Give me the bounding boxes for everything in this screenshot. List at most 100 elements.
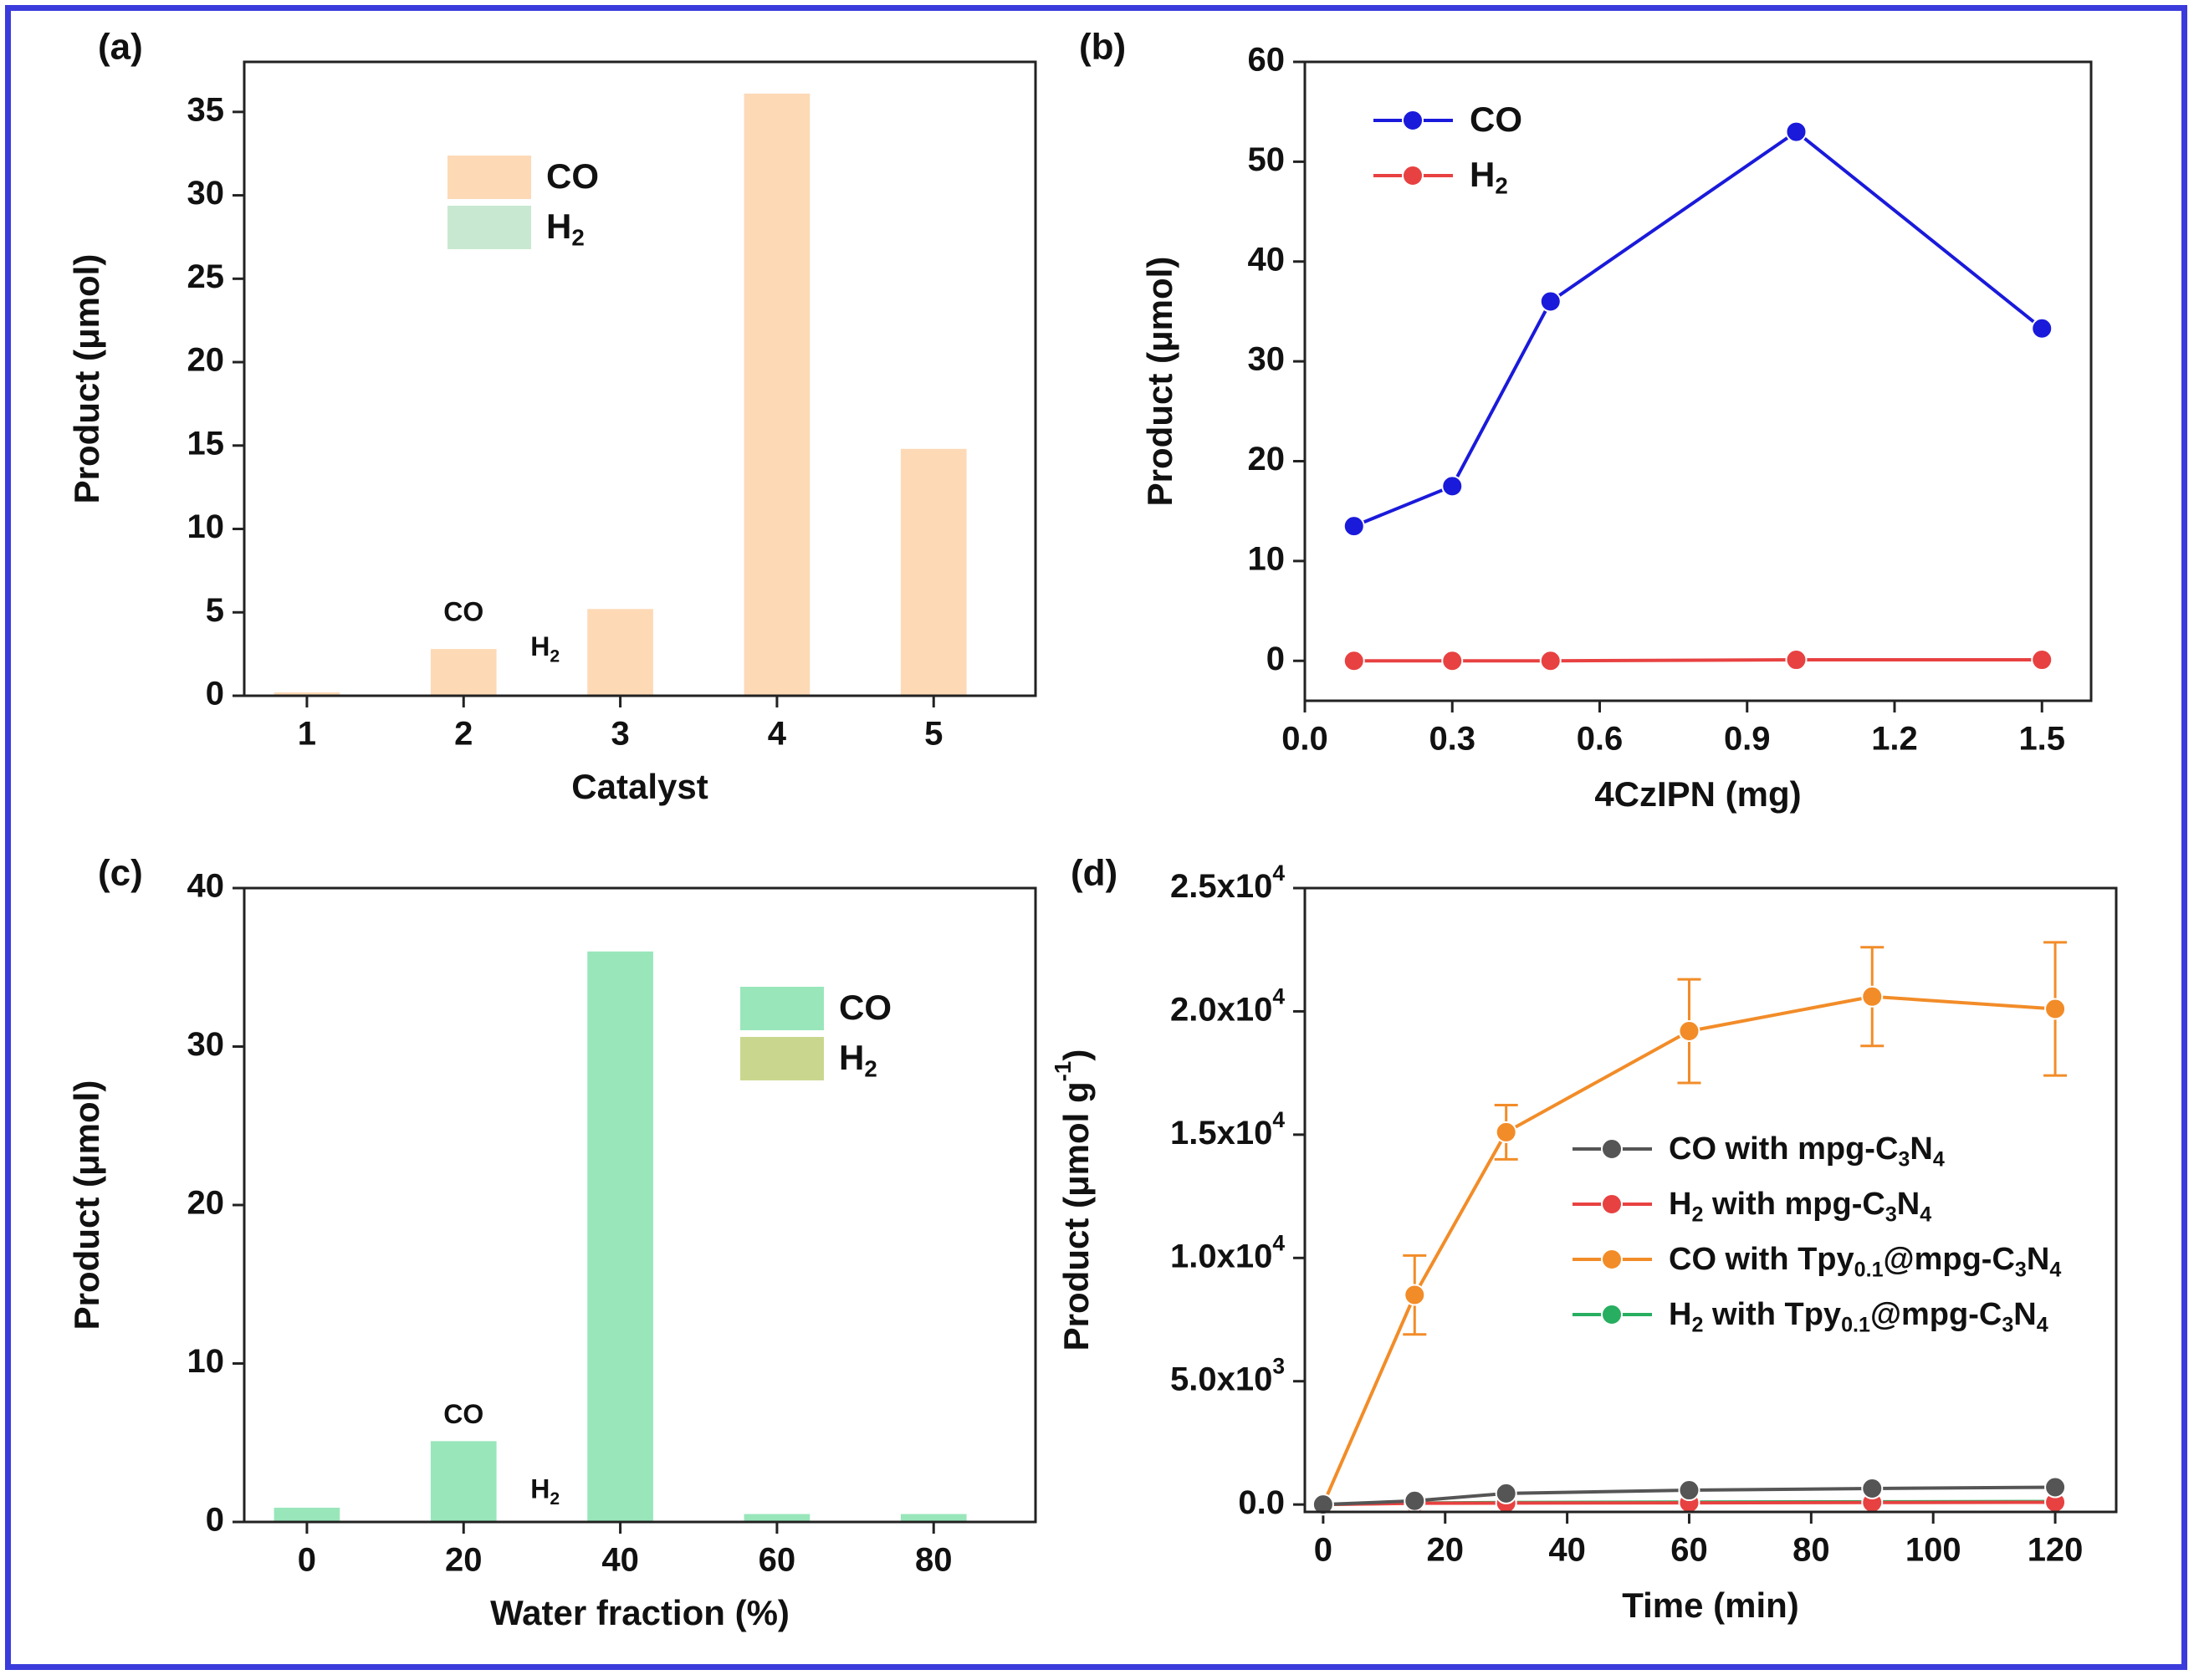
- y-tick-label: 20: [187, 1185, 225, 1222]
- y-tick-label-part: 3: [1272, 1354, 1285, 1379]
- x-tick-label: 1: [298, 716, 316, 753]
- legend-label-1-part: 2: [1495, 173, 1507, 199]
- y-tick-label: 1.5x104: [1170, 1107, 1285, 1151]
- legend-label-0: CO with mpg-C3N4: [1669, 1131, 1945, 1171]
- legend-swatch-h2: [447, 206, 531, 249]
- legend-label-3-part: with Tpy: [1703, 1297, 1841, 1332]
- legend-label-1-part: N: [1897, 1187, 1920, 1222]
- y-tick-label: 5.0x103: [1170, 1354, 1285, 1398]
- y-axis-label-part: Product (μmol g: [1056, 1081, 1096, 1351]
- data-point-0-4: [2031, 317, 2053, 340]
- legend-label-1-part: with mpg-C: [1703, 1187, 1884, 1222]
- y-tick-label: 25: [187, 258, 225, 295]
- y-tick-label: 10: [187, 508, 225, 545]
- y-axis-label-part: ): [1056, 1049, 1096, 1061]
- series-line-2: [1322, 994, 2056, 1505]
- legend-label-1-part: H: [1470, 155, 1495, 194]
- data-point-0-3: [1785, 120, 1808, 143]
- x-axis-label: 4CzIPN (mg): [1594, 774, 1801, 814]
- data-point-0-2: [1495, 1482, 1517, 1504]
- panel-label-1: (b): [1079, 27, 1126, 68]
- x-tick-label: 60: [1670, 1532, 1708, 1569]
- x-tick-label: 0.6: [1577, 721, 1624, 758]
- legend-label-1-part: 4: [1920, 1203, 1931, 1226]
- x-tick-label: 2: [454, 716, 473, 753]
- legend-label-2-part: 0.1: [1854, 1258, 1884, 1281]
- data-point-2-3: [1678, 1020, 1700, 1043]
- legend-label-1: H2 with mpg-C3N4: [1669, 1187, 1931, 1226]
- legend-label-3-part: @mpg-C: [1870, 1297, 2002, 1332]
- legend-swatch-co: [740, 987, 824, 1030]
- y-tick-label: 35: [187, 91, 225, 128]
- x-tick-label: 40: [1548, 1532, 1586, 1569]
- bar-co-2: [430, 649, 497, 696]
- x-tick-label: 3: [611, 716, 629, 753]
- y-tick-label: 30: [187, 175, 225, 212]
- legend-label-2-part: @mpg-C: [1884, 1242, 2015, 1277]
- data-point-0-1: [1404, 1489, 1426, 1512]
- y-tick-label: 40: [187, 868, 225, 905]
- y-tick-label-part: 4: [1272, 983, 1285, 1009]
- legend-label-1: H2: [1470, 155, 1508, 199]
- legend-label-1-part: 2: [1691, 1203, 1703, 1226]
- legend-label-h2: H2: [839, 1038, 877, 1082]
- y-axis-label: Product (μmol): [67, 254, 106, 504]
- x-tick-label: 4: [768, 716, 787, 753]
- y-tick-label: 30: [1248, 341, 1286, 378]
- bar-co-20: [430, 1441, 497, 1522]
- bar-co-60: [744, 1514, 811, 1522]
- y-tick-label: 60: [1248, 42, 1286, 79]
- x-tick-label: 0.0: [1281, 721, 1328, 758]
- series-line-0: [1353, 130, 2043, 528]
- legend-label-3: H2 with Tpy0.1@mpg-C3N4: [1669, 1297, 2048, 1336]
- y-tick-label: 20: [1248, 441, 1286, 477]
- data-point-0-5: [2044, 1476, 2067, 1499]
- y-tick-label: 0.0: [1238, 1484, 1285, 1521]
- annotation-h2: H2: [530, 632, 560, 666]
- data-point-0-0: [1342, 515, 1365, 538]
- panel-label-2: (c): [98, 853, 143, 894]
- legend-label-3-part: 2: [1691, 1313, 1703, 1336]
- data-point-0-0: [1312, 1494, 1334, 1516]
- data-point-0-3: [1678, 1479, 1700, 1502]
- legend-swatch-h2: [740, 1037, 824, 1080]
- bar-co-3: [587, 609, 653, 696]
- annotation-co: CO: [443, 597, 483, 627]
- x-tick-label: 40: [601, 1542, 639, 1579]
- bar-co-40: [587, 951, 653, 1522]
- figure-frame: [5, 5, 2187, 1670]
- legend-marker-2: [1601, 1249, 1623, 1270]
- x-tick-label: 5: [924, 716, 943, 753]
- legend-label-0-part: 3: [1898, 1147, 1910, 1171]
- legend-label-3-part: 3: [2002, 1313, 2013, 1336]
- legend-label-3-part: 4: [2037, 1313, 2048, 1336]
- y-tick-label-part: 0.0: [1238, 1484, 1285, 1521]
- y-axis-label: Product (μmol): [67, 1080, 106, 1330]
- legend-label-3-part: N: [2013, 1297, 2036, 1332]
- x-axis-label: Time (min): [1622, 1586, 1799, 1625]
- y-tick-label-part: 1.5x10: [1170, 1114, 1272, 1151]
- data-point-1-0: [1342, 650, 1365, 672]
- y-tick-label: 2.0x104: [1170, 983, 1285, 1028]
- legend-label-2-part: 4: [2049, 1258, 2061, 1281]
- legend-label-1-part: H: [1669, 1187, 1691, 1222]
- annotation-h2-part: H: [530, 1474, 550, 1504]
- x-tick-label: 120: [2028, 1532, 2084, 1569]
- y-axis-label-part: -1: [1051, 1061, 1076, 1082]
- legend-label-h2-part: H: [546, 207, 571, 246]
- legend-label-h2-part: 2: [864, 1056, 877, 1082]
- legend-marker-3: [1601, 1304, 1623, 1325]
- panel-label-0: (a): [98, 27, 143, 68]
- legend-marker-1: [1601, 1193, 1623, 1215]
- plot-area-2: [243, 886, 1037, 1524]
- y-tick-label: 40: [1248, 241, 1286, 278]
- annotation-co: CO: [443, 1399, 483, 1429]
- legend-swatch-co: [447, 156, 531, 199]
- x-tick-label: 60: [759, 1542, 796, 1579]
- y-tick-label: 10: [187, 1343, 225, 1380]
- legend-label-h2: H2: [546, 207, 585, 251]
- legend-label-3-part: 0.1: [1841, 1313, 1870, 1336]
- legend-label-2: CO with Tpy0.1@mpg-C3N4: [1669, 1242, 2061, 1281]
- legend-label-1-part: 3: [1885, 1203, 1897, 1226]
